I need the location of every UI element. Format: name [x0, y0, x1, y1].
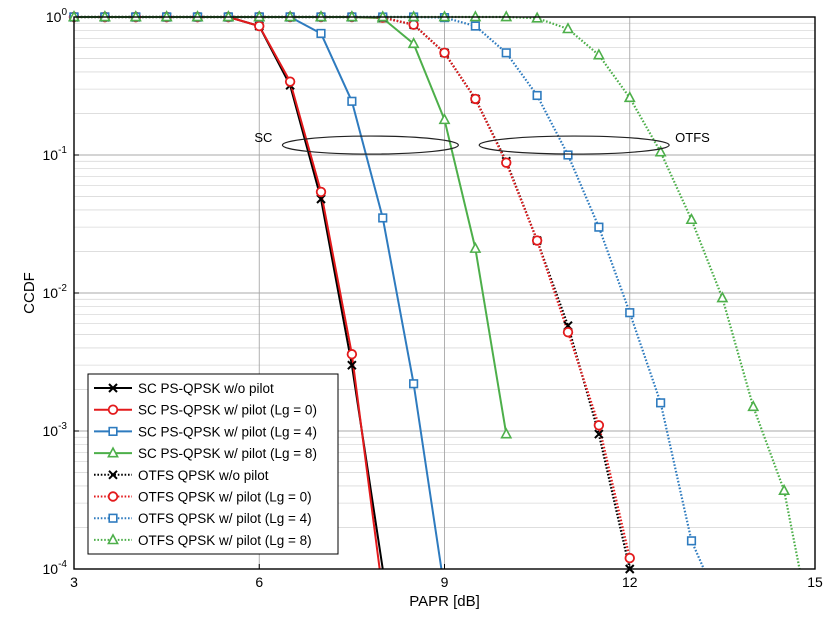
point-otfs-qpsk-w-pilot-lg-0	[562, 326, 574, 338]
legend-marker-otfs-qpsk-w-pilot-lg-4	[108, 513, 118, 523]
axis-ticks: 3 6 9 12 15 100 10-1 10-2 10-3 10-4	[43, 7, 823, 590]
x-tick-label: 9	[441, 574, 449, 590]
point-otfs-qpsk-w-pilot-lg-4	[532, 90, 542, 101]
point-otfs-qpsk-w-pilot-lg-4	[686, 536, 697, 546]
legend-marker-sc-ps-qpsk-w-pilot-lg-0	[107, 404, 119, 415]
point-sc-ps-qpsk-w-pilot-lg-8	[438, 113, 451, 125]
point-sc-ps-qpsk-w-pilot-lg-8	[469, 241, 482, 253]
y-tick-label: 100	[46, 7, 68, 25]
point-otfs-qpsk-w-o-pilot	[594, 429, 604, 439]
point-sc-ps-qpsk-w-pilot-lg-8	[407, 37, 420, 49]
legend-marker-sc-ps-qpsk-w-pilot-lg-8	[107, 446, 119, 458]
point-sc-ps-qpsk-w-o-pilot	[347, 360, 357, 370]
legend-label-otfs-qpsk-w-pilot-lg-8: OTFS QPSK w/ pilot (Lg = 8)	[138, 533, 312, 548]
legend-label-otfs-qpsk-w-o-pilot: OTFS QPSK w/o pilot	[138, 468, 269, 483]
x-tick-label: 6	[255, 574, 263, 590]
point-otfs-qpsk-w-pilot-lg-0	[439, 47, 450, 59]
point-sc-ps-qpsk-w-pilot-lg-8	[500, 427, 513, 439]
point-otfs-qpsk-w-pilot-lg-8	[778, 483, 791, 495]
point-otfs-qpsk-w-pilot-lg-4	[501, 48, 511, 58]
x-tick-label: 3	[70, 574, 78, 590]
legend-label-sc-ps-qpsk-w-pilot-lg-4: SC PS-QPSK w/ pilot (Lg = 4)	[138, 424, 317, 439]
legend-marker-sc-ps-qpsk-w-pilot-lg-4	[108, 426, 118, 437]
legend-marker-otfs-qpsk-w-o-pilot	[108, 470, 118, 480]
point-sc-ps-qpsk-w-pilot-lg-4	[378, 213, 388, 223]
y-axis-label: CCDF	[21, 272, 38, 314]
point-otfs-qpsk-w-pilot-lg-4	[563, 150, 573, 160]
legend-label-sc-ps-qpsk-w-o-pilot: SC PS-QPSK w/o pilot	[138, 381, 274, 396]
point-otfs-qpsk-w-pilot-lg-8	[747, 400, 760, 412]
point-sc-ps-qpsk-w-pilot-lg-0	[346, 349, 358, 360]
point-otfs-qpsk-w-pilot-lg-8	[562, 22, 574, 34]
point-sc-ps-qpsk-w-pilot-lg-0	[254, 20, 265, 32]
legend: SC PS-QPSK w/o pilot SC PS-QPSK w/ pilot …	[87, 373, 339, 555]
legend-box	[87, 373, 339, 555]
point-otfs-qpsk-w-pilot-lg-8	[592, 48, 605, 60]
sc-annotation-label: SC	[254, 130, 272, 145]
legend-label-sc-ps-qpsk-w-pilot-lg-8: SC PS-QPSK w/ pilot (Lg = 8)	[138, 446, 317, 461]
point-sc-ps-qpsk-w-pilot-lg-0	[284, 76, 296, 87]
otfs-annotation-label: OTFS	[675, 130, 710, 145]
point-sc-ps-qpsk-w-pilot-lg-4	[409, 379, 419, 389]
otfs-bracket-ellipse	[478, 135, 670, 155]
point-sc-ps-qpsk-w-pilot-lg-4	[347, 96, 357, 106]
x-tick-label: 12	[622, 574, 638, 590]
x-axis-label: PAPR [dB]	[409, 593, 480, 610]
legend-marker-otfs-qpsk-w-pilot-lg-8	[107, 533, 119, 545]
point-otfs-qpsk-w-pilot-lg-0	[531, 235, 543, 246]
point-otfs-qpsk-w-pilot-lg-0	[624, 552, 635, 564]
point-otfs-qpsk-w-pilot-lg-8	[623, 91, 636, 103]
point-otfs-qpsk-w-pilot-lg-0	[470, 93, 481, 105]
y-tick-label: 10-1	[43, 145, 68, 163]
x-tick-label: 15	[807, 574, 823, 590]
y-tick-label: 10-3	[43, 421, 68, 439]
sc-bracket-ellipse	[281, 135, 459, 155]
point-sc-ps-qpsk-w-pilot-lg-0	[315, 186, 327, 198]
point-otfs-qpsk-w-pilot-lg-0	[501, 157, 512, 168]
legend-label-sc-ps-qpsk-w-pilot-lg-0: SC PS-QPSK w/ pilot (Lg = 0)	[138, 403, 317, 418]
legend-label-otfs-qpsk-w-pilot-lg-4: OTFS QPSK w/ pilot (Lg = 4)	[138, 511, 312, 526]
y-tick-label: 10-4	[43, 559, 68, 577]
point-otfs-qpsk-w-pilot-lg-0	[408, 19, 419, 30]
annotations: SC OTFS	[254, 130, 710, 155]
point-sc-ps-qpsk-w-pilot-lg-4	[316, 28, 326, 39]
point-otfs-qpsk-w-pilot-lg-4	[656, 398, 666, 408]
legend-label-otfs-qpsk-w-pilot-lg-0: OTFS QPSK w/ pilot (Lg = 0)	[138, 490, 312, 505]
point-otfs-qpsk-w-pilot-lg-4	[594, 222, 604, 232]
point-otfs-qpsk-w-pilot-lg-8	[685, 212, 698, 225]
point-otfs-qpsk-w-pilot-lg-4	[625, 308, 635, 318]
legend-marker-otfs-qpsk-w-pilot-lg-0	[107, 491, 119, 502]
point-otfs-qpsk-w-pilot-lg-8	[716, 291, 729, 303]
y-tick-label: 10-2	[43, 283, 68, 301]
legend-marker-sc-ps-qpsk-w-o-pilot	[108, 383, 118, 393]
point-otfs-qpsk-w-pilot-lg-8	[654, 145, 667, 157]
point-otfs-qpsk-w-pilot-lg-4	[470, 21, 480, 31]
point-otfs-qpsk-w-pilot-lg-0	[593, 420, 605, 431]
